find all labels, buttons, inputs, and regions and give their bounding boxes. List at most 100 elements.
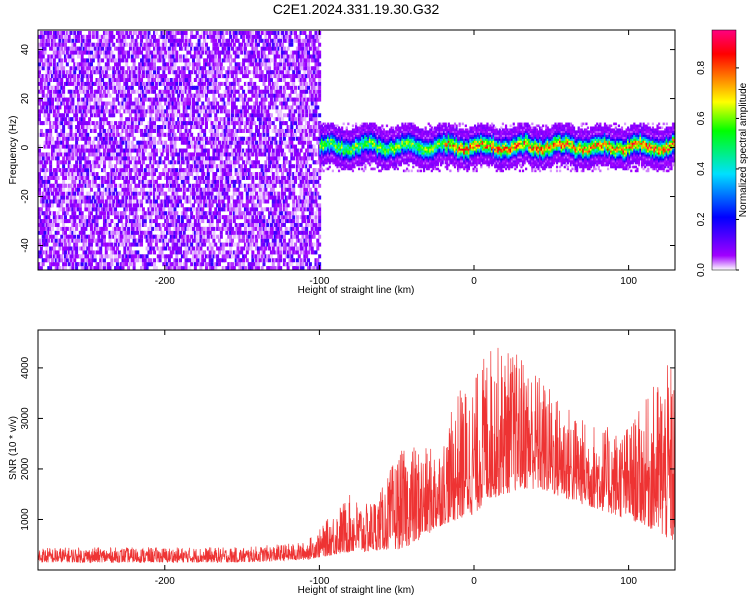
heatmap-cell	[112, 66, 116, 71]
heatmap-cell	[106, 38, 110, 43]
heatmap-cell	[110, 195, 114, 200]
heatmap-cell	[191, 144, 195, 149]
heatmap-cell	[69, 50, 73, 55]
heatmap-cell	[188, 117, 192, 122]
heatmap-cell	[54, 222, 58, 227]
heatmap-cell	[78, 132, 82, 137]
heatmap-cell	[128, 219, 132, 224]
heatmap-cell	[38, 172, 41, 177]
heatmap-cell	[206, 101, 210, 106]
heatmap-cell	[229, 89, 233, 94]
heatmap-cell	[78, 168, 82, 173]
heatmap-cell	[143, 46, 147, 51]
heatmap-cell	[180, 34, 184, 39]
heatmap-cell	[214, 156, 218, 161]
heatmap-cell	[99, 97, 103, 102]
heatmap-cell	[184, 258, 188, 263]
heatmap-cell	[229, 179, 233, 184]
heatmap-cell	[141, 89, 145, 94]
heatmap-cell	[181, 270, 184, 274]
heatmap-cell	[188, 81, 192, 86]
heatmap-cell	[208, 266, 212, 270]
heatmap-cell	[240, 191, 244, 196]
heatmap-cell	[78, 89, 82, 94]
heatmap-cell	[179, 54, 183, 59]
heatmap-cell	[78, 211, 82, 216]
heatmap-cell	[114, 226, 118, 231]
heatmap-cell	[240, 195, 244, 200]
heatmap-cell	[179, 136, 183, 141]
heatmap-cell	[143, 168, 147, 173]
heatmap-cell	[151, 50, 155, 55]
heatmap-cell	[201, 89, 205, 94]
heatmap-cell	[188, 97, 192, 102]
heatmap-cell	[50, 121, 54, 126]
heatmap-cell	[65, 144, 69, 149]
heatmap-cell	[171, 89, 175, 94]
heatmap-cell	[130, 81, 134, 86]
heatmap-cell	[255, 128, 259, 133]
heatmap-cell	[184, 238, 188, 243]
heatmap-cell	[173, 81, 177, 86]
heatmap-cell	[119, 117, 123, 122]
heatmap-cell	[162, 50, 166, 55]
heatmap-cell	[104, 121, 108, 126]
heatmap-cell	[193, 101, 197, 106]
heatmap-cell	[123, 136, 127, 141]
heatmap-cell	[136, 42, 140, 47]
heatmap-cell	[245, 148, 249, 153]
heatmap-cell	[242, 113, 246, 118]
heatmap-cell	[45, 270, 48, 274]
heatmap-cell	[138, 160, 142, 165]
heatmap-cell	[216, 148, 220, 153]
heatmap-cell	[199, 203, 203, 208]
heatmap-cell	[162, 238, 166, 243]
heatmap-cell	[86, 183, 90, 188]
heatmap-cell	[225, 109, 229, 114]
heatmap-cell	[39, 195, 43, 200]
heatmap-cell	[195, 226, 199, 231]
heatmap-cell	[245, 117, 249, 122]
heatmap-cell	[268, 211, 272, 216]
heatmap-cell	[234, 187, 238, 192]
heatmap-cell	[260, 222, 264, 227]
heatmap-cell	[149, 156, 153, 161]
heatmap-cell	[182, 81, 186, 86]
heatmap-cell	[121, 160, 125, 165]
heatmap-cell	[149, 81, 153, 86]
heatmap-cell	[203, 109, 207, 114]
heatmap-cell	[62, 219, 66, 224]
heatmap-cell	[62, 168, 66, 173]
heatmap-cell	[82, 242, 86, 247]
heatmap-cell	[253, 172, 257, 177]
heatmap-cell	[140, 62, 144, 67]
heatmap-cell	[138, 62, 142, 67]
heatmap-cell	[56, 211, 60, 216]
heatmap-cell	[212, 140, 216, 145]
heatmap-cell	[171, 183, 175, 188]
heatmap-cell	[232, 250, 236, 255]
heatmap-cell	[140, 168, 144, 173]
heatmap-cell	[119, 78, 123, 82]
heatmap-cell	[256, 226, 260, 231]
heatmap-cell	[236, 78, 240, 82]
heatmap-cell	[119, 262, 123, 267]
heatmap-cell	[167, 101, 171, 106]
heatmap-cell	[186, 140, 190, 145]
heatmap-cell	[245, 121, 249, 126]
heatmap-cell	[186, 226, 190, 231]
heatmap-cell	[266, 222, 270, 227]
heatmap-cell	[65, 62, 69, 67]
heatmap-cell	[249, 195, 253, 200]
heatmap-cell	[69, 258, 73, 263]
heatmap-cell	[104, 187, 108, 192]
heatmap-cell	[149, 187, 153, 192]
heatmap-cell	[38, 81, 41, 86]
heatmap-cell	[130, 211, 134, 216]
heatmap-cell	[153, 160, 157, 165]
heatmap-cell	[121, 266, 125, 270]
heatmap-cell	[266, 195, 270, 200]
heatmap-cell	[114, 156, 118, 161]
heatmap-cell	[65, 105, 69, 110]
heatmap-cell	[186, 81, 190, 86]
